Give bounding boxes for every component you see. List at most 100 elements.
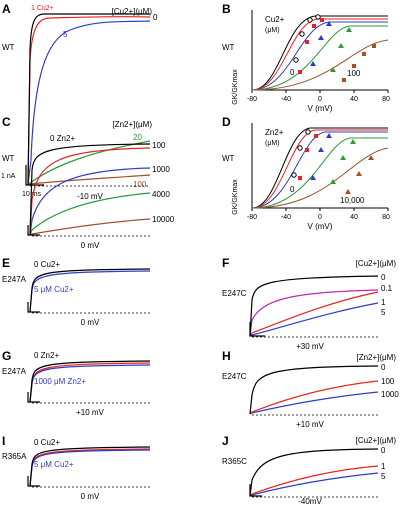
panel-b-xtick-1: -40 <box>281 96 291 103</box>
panel-a-genotype: WT <box>2 43 15 52</box>
panel-b-ylabel: GK/GKmax <box>232 69 239 105</box>
trace-f-0.1 <box>249 289 379 337</box>
panel-j: J R365C [Cu2+](μM) 0 1 5 -40mV <box>222 434 396 505</box>
panel-c: C WT [Zn2+](μM) 0 Zn2+ 100 1000 4000 100… <box>2 115 175 250</box>
fit-b-0 <box>251 15 388 91</box>
panel-h-genotype: E247C <box>222 372 247 381</box>
voltage-i: 0 mV <box>81 492 100 501</box>
trace-label-f-0: 0 <box>381 273 386 282</box>
panel-g-genotype: E247A <box>2 367 27 376</box>
panel-d-legend-units: (μM) <box>265 140 280 147</box>
panel-d-genotype: WT <box>222 154 235 163</box>
voltage-c: 0 mV <box>81 241 100 250</box>
fit-b-20 <box>251 25 388 91</box>
trace-label-j-5: 5 <box>381 472 386 481</box>
panel-h-units: [Zn2+](μM) <box>356 353 396 362</box>
panel-d-xtick-2: 0 <box>318 214 322 221</box>
fit-b-1 <box>251 18 388 91</box>
scale-bar-e <box>27 302 40 313</box>
trace-label-j-0: 0 <box>381 446 386 455</box>
panel-b: B WT GK/GKmax -80 -40 0 40 80 V (mV) Cu2… <box>222 2 390 113</box>
voltage-e: 0 mV <box>81 318 100 327</box>
panel-e-genotype: E247A <box>2 275 27 284</box>
trace-label-f-1: 1 <box>381 298 386 307</box>
voltage-j: -40mV <box>298 497 322 505</box>
panel-d-xtick-0: -80 <box>247 214 257 221</box>
trace-label-c-100: 100 <box>152 141 166 150</box>
trace-label-f-0.1: 0.1 <box>381 284 393 293</box>
curve-label-b-0: 0 <box>290 68 295 77</box>
trace-h-1000 <box>249 391 379 415</box>
curve-label-d-10000: 10,000 <box>340 196 365 205</box>
scale-y-a: 1 nA <box>1 173 16 180</box>
panel-b-xlabel: V (mV) <box>308 104 333 113</box>
trace-label-a-5: 5 <box>63 30 68 39</box>
scale-bar-c <box>27 225 40 236</box>
panel-b-xtick-3: 40 <box>350 96 358 103</box>
panel-f-letter: F <box>222 256 229 270</box>
panel-a-units: [Cu2+](μM) <box>112 7 153 16</box>
fit-d-4000 <box>251 137 388 209</box>
trace-e-0 <box>29 268 151 313</box>
scale-bar-a <box>25 165 44 186</box>
trace-c-1000 <box>29 167 151 236</box>
trace-label-j-1: 1 <box>381 462 386 471</box>
trace-j-0 <box>249 448 379 497</box>
trace-g-0 <box>29 360 151 403</box>
fit-d-10000 <box>251 147 389 209</box>
panel-b-xtick-2: 0 <box>318 96 322 103</box>
trace-a-5 <box>27 20 151 186</box>
panel-b-legend: Cu2+ <box>265 15 285 24</box>
label-g-bottom: 1000 μM Zn2+ <box>34 377 86 386</box>
trace-j-1 <box>249 465 379 497</box>
panel-j-units: [Cu2+](μM) <box>356 436 397 445</box>
trace-a-1 <box>27 15 151 186</box>
panel-e: E E247A 0 Cu2+ 5 μM Cu2+ 0 mV <box>2 256 151 327</box>
label-e-top: 0 Cu2+ <box>34 260 60 269</box>
panel-d-xlabel: V (mV) <box>308 222 333 231</box>
panel-j-genotype: R365C <box>222 457 247 466</box>
markers-d <box>291 129 374 194</box>
trace-a-0 <box>27 13 150 186</box>
voltage-f: +30 mV <box>296 342 324 351</box>
trace-a-100 <box>27 174 151 186</box>
fit-d-100 <box>251 129 388 209</box>
panel-a-letter: A <box>2 2 11 16</box>
trace-c-100 <box>29 147 151 236</box>
panel-f: F E247C [Cu2+](μM) 0 0.1 1 5 +30 mV <box>222 256 396 351</box>
voltage-a: -10 mV <box>77 192 103 201</box>
panel-c-genotype: WT <box>2 154 15 163</box>
panel-i-genotype: R365A <box>2 452 27 461</box>
label-e-bottom: 5 μM Cu2+ <box>34 285 74 294</box>
trace-j-5 <box>249 472 379 497</box>
panel-b-genotype: WT <box>222 43 235 52</box>
panel-g-letter: G <box>2 349 11 363</box>
panel-b-xtick-4: 80 <box>382 96 390 103</box>
scale-bar-i <box>27 476 40 487</box>
panel-a: A WT [Cu2+](μM) 0 1 Cu2+ 5 20 100 1 nA 1… <box>1 2 158 201</box>
panel-b-ticks <box>251 90 389 93</box>
trace-label-h-1000: 1000 <box>381 390 399 399</box>
panel-d-letter: D <box>222 115 231 129</box>
trace-i-0 <box>29 446 151 487</box>
trace-label-c-1000: 1000 <box>152 165 170 174</box>
panel-d-xtick-1: -40 <box>281 214 291 221</box>
trace-label-a-1: 1 Cu2+ <box>31 5 54 12</box>
panel-c-units: [Zn2+](μM) <box>112 120 152 129</box>
voltage-g: +10 mV <box>76 408 104 417</box>
trace-a-20 <box>27 140 151 186</box>
trace-c-4000 <box>29 192 151 236</box>
trace-c-0 <box>29 143 151 236</box>
label-g-top: 0 Zn2+ <box>34 351 59 360</box>
panel-d-ticks <box>251 208 389 211</box>
panel-f-genotype: E247C <box>222 289 247 298</box>
scale-bar-j <box>249 484 262 497</box>
label-i-bottom: 5 μM Cu2+ <box>34 460 74 469</box>
trace-label-c-10000: 10000 <box>152 215 175 224</box>
panel-d-xtick-4: 80 <box>382 214 390 221</box>
panel-j-letter: J <box>222 434 229 448</box>
panel-d-xtick-3: 40 <box>350 214 358 221</box>
trace-label-f-5: 5 <box>381 308 386 317</box>
trace-h-0 <box>249 365 379 415</box>
